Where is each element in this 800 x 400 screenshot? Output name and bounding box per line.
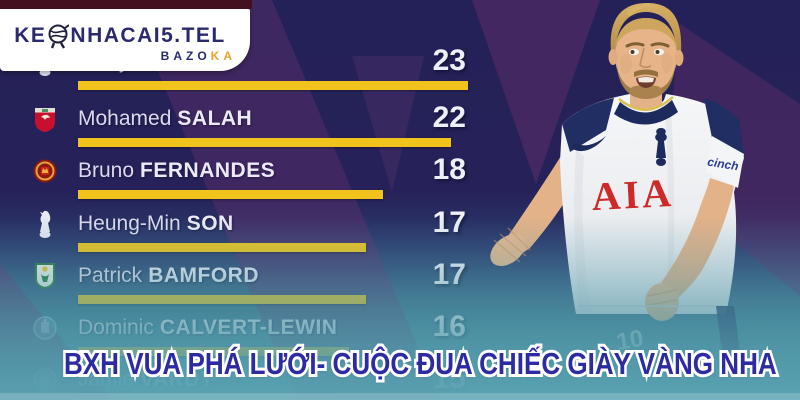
- kane-head: [608, 3, 684, 99]
- player-first-name: Patrick: [78, 264, 143, 287]
- goals-bar: [78, 243, 366, 252]
- club-crest-liverpool: [32, 104, 58, 134]
- goals-count: 23: [432, 44, 466, 77]
- club-crest-everton: [32, 313, 58, 343]
- club-crest-tottenham: [32, 209, 58, 239]
- player-row: Patrick BAMFORD 17: [0, 258, 472, 312]
- club-crest-manchester-united: [32, 156, 58, 186]
- player-photo-harry-kane: cinch 10 AIA: [490, 3, 744, 356]
- headline-text: BXH VUA PHÁ LƯỚI- CUỘC ĐUA CHIẾC GIÀY VÀ…: [64, 346, 777, 381]
- brand-logo-text-right: NHACAI5.TEL: [70, 24, 226, 47]
- player-row: Heung-Min SON 17: [0, 206, 472, 260]
- bottom-light-strip: [0, 393, 800, 400]
- goals-bar: [78, 138, 451, 147]
- goals-bar: [78, 81, 468, 90]
- goals-bar: [78, 295, 366, 304]
- player-first-name: Mohamed: [78, 107, 172, 130]
- player-first-name: Heung-Min: [78, 212, 181, 235]
- brand-tagline: BAZO: [160, 49, 211, 63]
- goals-count: 16: [432, 310, 466, 343]
- goals-bar: [78, 190, 383, 199]
- player-row: Bruno FERNANDES 18: [0, 153, 472, 207]
- player-first-name: Bruno: [78, 159, 135, 182]
- headline-banner: BXH VUA PHÁ LƯỚI- CUỘC ĐUA CHIẾC GIÀY VÀ…: [0, 343, 800, 386]
- player-last-name: SON: [186, 212, 234, 235]
- player-last-name: BAMFORD: [148, 264, 260, 287]
- mascot-globe-icon: [48, 24, 70, 49]
- brand-logo-card: KE NHACAI5.TEL BAZOKA: [0, 9, 250, 71]
- player-first-name: Dominic: [78, 316, 154, 339]
- player-last-name: FERNANDES: [140, 159, 276, 182]
- jersey-sponsor-text: AIA: [591, 170, 676, 219]
- goals-count: 17: [432, 258, 466, 291]
- player-last-name: CALVERT-LEWIN: [159, 316, 338, 339]
- goals-count: 17: [432, 206, 466, 239]
- top-maroon-strip: [0, 0, 252, 9]
- goals-count: 18: [432, 153, 466, 186]
- player-last-name: SALAH: [177, 107, 253, 130]
- club-crest-leeds-united: [32, 261, 58, 291]
- brand-tagline-accent: KA: [210, 49, 236, 63]
- player-row: Mohamed SALAH 22: [0, 101, 472, 155]
- brand-logo-text-left: KE: [14, 24, 47, 47]
- goals-count: 22: [432, 101, 466, 134]
